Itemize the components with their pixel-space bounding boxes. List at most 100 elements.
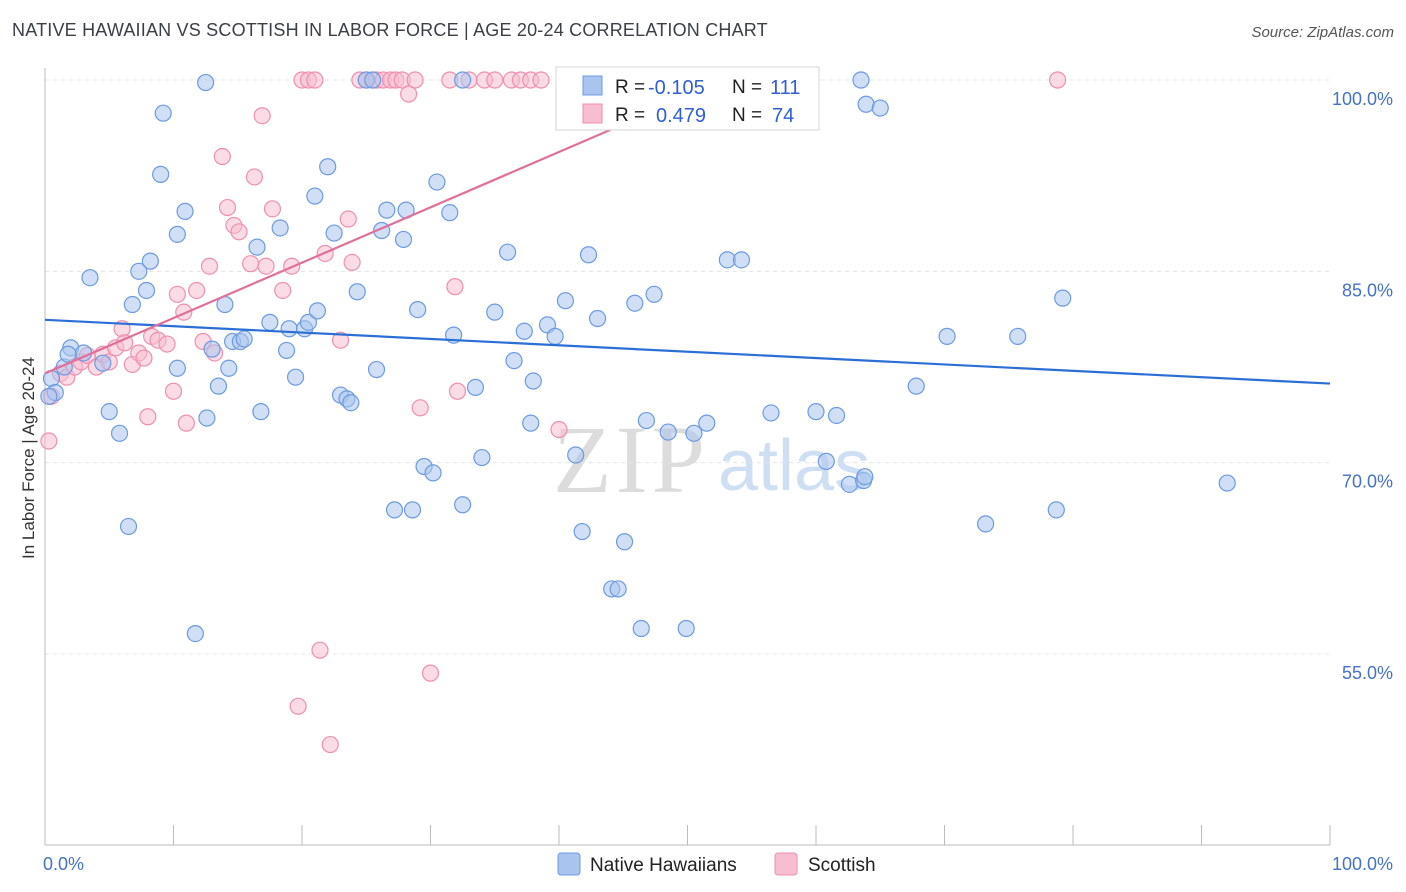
stats-legend-r-value-blue: -0.105 xyxy=(648,77,705,99)
data-point xyxy=(857,95,875,113)
data-point xyxy=(40,387,58,405)
gridlines xyxy=(45,79,1330,655)
data-point xyxy=(626,294,644,312)
data-point xyxy=(257,257,275,275)
data-point xyxy=(286,368,305,386)
data-point xyxy=(274,281,292,300)
data-point xyxy=(522,414,540,432)
data-point xyxy=(448,382,467,400)
data-point xyxy=(213,147,231,166)
data-point xyxy=(154,104,172,122)
data-point xyxy=(685,424,703,442)
data-point xyxy=(524,372,542,390)
data-point xyxy=(659,423,677,441)
data-point xyxy=(198,409,216,427)
stats-legend-swatch-pink xyxy=(582,103,603,124)
data-point xyxy=(164,382,183,400)
series-legend-label-scottish: Scottish xyxy=(808,855,876,876)
data-point xyxy=(203,340,221,358)
data-point xyxy=(573,522,591,541)
stats-legend-n-label-pink: N = xyxy=(732,105,762,126)
stats-legend-n-value-pink: 74 xyxy=(772,105,794,127)
data-point xyxy=(505,352,523,370)
trend-line-native-hawaiians xyxy=(44,318,1331,385)
data-point xyxy=(871,99,889,117)
data-point xyxy=(110,424,129,442)
data-point xyxy=(532,71,550,89)
data-point xyxy=(306,187,324,205)
data-point xyxy=(367,360,386,379)
data-point xyxy=(271,219,289,237)
data-point xyxy=(378,201,396,219)
data-point xyxy=(158,335,176,353)
data-point xyxy=(220,359,238,377)
data-point xyxy=(135,349,153,367)
data-point xyxy=(977,515,995,533)
data-point xyxy=(938,327,956,345)
data-point xyxy=(454,71,472,89)
data-point xyxy=(339,210,357,228)
data-point xyxy=(197,73,215,92)
data-point xyxy=(94,354,112,372)
data-point xyxy=(632,619,650,638)
data-point xyxy=(556,292,575,310)
data-point xyxy=(348,283,366,301)
stats-legend-n-label-blue: N = xyxy=(732,77,762,98)
data-point xyxy=(331,331,350,349)
y-tick-label: 85.0% xyxy=(1342,280,1393,300)
data-point xyxy=(123,295,141,314)
series-legend-swatch-scottish xyxy=(774,852,798,876)
data-point xyxy=(499,243,517,261)
data-point xyxy=(579,246,598,264)
y-tick-labels: 55.0% 70.0% 85.0% 100.0% xyxy=(1332,89,1393,683)
data-point xyxy=(177,414,195,432)
data-point xyxy=(364,71,382,89)
x-tick-label: 100.0% xyxy=(1332,854,1393,874)
data-point xyxy=(698,414,716,432)
data-point xyxy=(141,252,159,270)
data-point xyxy=(186,624,204,643)
data-point xyxy=(385,501,404,519)
stats-legend-r-label-blue: R = xyxy=(615,77,645,98)
data-point xyxy=(261,313,279,331)
data-point xyxy=(168,285,186,303)
data-point xyxy=(321,735,339,754)
data-point xyxy=(840,475,859,493)
data-point xyxy=(400,85,418,103)
x-tick-labels: 0.0% 100.0% xyxy=(43,854,1393,874)
data-point xyxy=(588,309,607,328)
data-point xyxy=(424,464,442,482)
data-point xyxy=(200,257,219,275)
data-point xyxy=(119,517,138,536)
data-point xyxy=(81,269,99,287)
data-point xyxy=(486,71,504,89)
data-point xyxy=(342,394,360,412)
data-point xyxy=(645,285,663,303)
data-point xyxy=(253,107,271,125)
data-point xyxy=(139,408,157,426)
data-point xyxy=(421,664,440,682)
data-point xyxy=(306,71,324,89)
data-point xyxy=(299,313,318,331)
y-tick-label: 100.0% xyxy=(1332,89,1393,109)
data-point xyxy=(732,251,751,269)
data-point xyxy=(188,281,206,300)
data-point xyxy=(907,377,925,395)
data-point xyxy=(546,327,564,345)
data-point xyxy=(308,302,327,320)
data-point xyxy=(1009,327,1027,345)
x-tick-label: 0.0% xyxy=(43,854,84,874)
data-point xyxy=(637,411,655,430)
data-point xyxy=(40,432,58,450)
data-point xyxy=(280,320,298,338)
data-point xyxy=(343,253,361,272)
series-legend: Native Hawaiians Scottish xyxy=(557,852,876,876)
data-point xyxy=(403,501,422,519)
data-point xyxy=(486,303,504,321)
data-point xyxy=(677,619,695,638)
data-point xyxy=(168,359,186,377)
stats-legend-swatch-blue xyxy=(582,75,603,96)
data-point xyxy=(411,399,429,417)
data-point xyxy=(209,377,228,395)
